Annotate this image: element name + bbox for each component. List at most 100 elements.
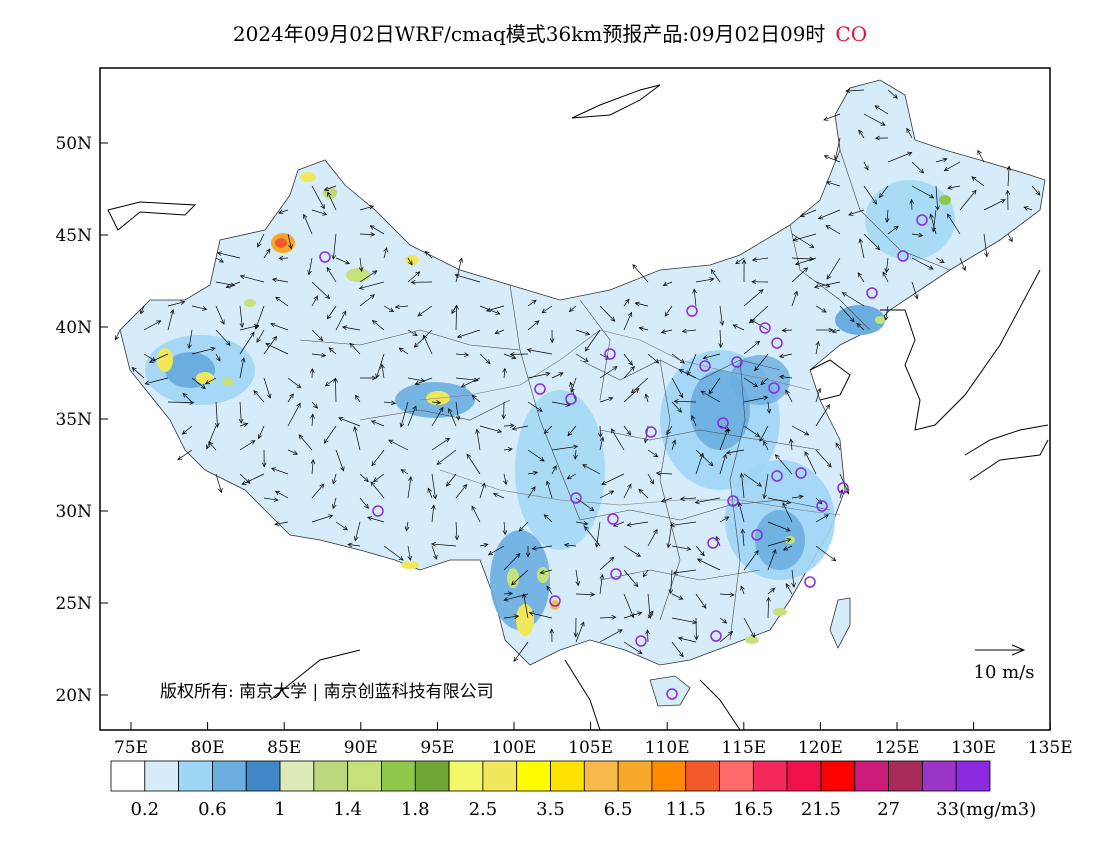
wind-arrow	[114, 329, 121, 340]
wind-arrowhead	[558, 372, 564, 377]
wind-arrow	[342, 326, 361, 331]
wind-arrow	[493, 493, 505, 499]
wind-arrowhead	[906, 127, 911, 133]
wind-arrowhead	[700, 390, 706, 396]
wind-arrowhead	[642, 572, 648, 578]
wind-arrowhead	[390, 400, 396, 406]
wind-arrow	[671, 439, 676, 451]
wind-arrow	[815, 545, 836, 562]
wind-arrowhead	[584, 525, 589, 531]
wind-arrow	[177, 449, 193, 460]
lon-label: 125E	[875, 738, 920, 758]
wind-arrow	[253, 390, 265, 403]
wind-arrowhead	[238, 418, 244, 424]
wind-arrowhead	[253, 390, 259, 396]
wind-arrowhead	[626, 522, 632, 527]
wind-arrow	[779, 353, 793, 358]
wind-arrowhead	[353, 426, 358, 432]
wind-arrow	[671, 401, 682, 413]
wind-arrow	[388, 439, 409, 451]
lat-label: 50N	[55, 134, 92, 154]
wind-arrow	[349, 343, 361, 355]
wind-arrowhead	[794, 261, 801, 266]
colorbar-label: 0.2	[130, 799, 159, 820]
wind-arrow	[287, 403, 301, 427]
colorbar-swatch	[617, 760, 653, 792]
wind-arrowhead	[210, 346, 216, 352]
wind-arrow	[271, 467, 289, 475]
wind-arrow	[503, 368, 506, 379]
wind-arrowhead	[569, 381, 574, 387]
wind-arrow	[671, 593, 683, 600]
wind-arrow	[488, 545, 505, 556]
wind-arrow	[257, 233, 265, 248]
wind-arrow	[544, 425, 553, 434]
wind-arrowhead	[462, 483, 468, 490]
wind-arrow	[527, 372, 550, 379]
wind-arrow	[570, 377, 577, 393]
wind-arrowhead	[929, 193, 935, 199]
wind-arrow	[858, 129, 865, 139]
wind-arrow	[826, 181, 841, 187]
wind-arrowhead	[935, 205, 940, 211]
wind-arrowhead	[398, 555, 404, 561]
colorbar-label: 1.8	[401, 799, 430, 820]
wind-arrow	[815, 281, 830, 288]
wind-arrowhead	[609, 556, 615, 562]
wind-arrowhead	[388, 307, 395, 312]
wind-arrowhead	[725, 450, 732, 455]
wind-arrowhead	[568, 307, 574, 312]
wind-arrowhead	[274, 521, 280, 527]
wind-arrowhead	[735, 259, 741, 265]
wind-arrowhead	[634, 301, 640, 307]
wind-arrowhead	[515, 553, 521, 558]
wind-arrow	[455, 377, 479, 381]
wind-arrow	[311, 515, 333, 523]
wind-arrow	[367, 517, 385, 523]
wind-arrowhead	[630, 388, 636, 394]
wind-arrow	[278, 209, 289, 214]
wind-arrow	[623, 593, 634, 618]
wind-arrowhead	[774, 454, 780, 460]
wind-arrowhead	[202, 306, 208, 311]
wind-arrow	[859, 238, 865, 259]
wind-arrow	[270, 323, 289, 331]
wind-arrow	[298, 434, 313, 451]
wind-arrowhead	[628, 360, 633, 366]
wind-arrowhead	[509, 423, 515, 428]
wind-arrow	[647, 610, 654, 619]
wind-arrowhead	[545, 480, 551, 486]
wind-arrow	[311, 296, 318, 307]
wind-arrow	[551, 445, 578, 451]
wind-arrow	[215, 281, 235, 286]
wind-arrow	[763, 441, 769, 451]
wind-arrow	[523, 593, 529, 619]
wind-arrow	[863, 185, 877, 205]
wind-arrow	[743, 425, 760, 437]
wind-arrowhead	[204, 379, 210, 385]
wind-arrow	[671, 545, 691, 550]
wind-arrow	[887, 89, 898, 99]
wind-arrow	[332, 473, 337, 484]
station-markers	[319, 214, 928, 700]
wind-arrowhead	[218, 258, 224, 263]
wind-arrowhead	[326, 314, 332, 320]
wind-arrowhead	[681, 328, 687, 334]
wind-arrow	[239, 357, 245, 379]
wind-arrowhead	[791, 582, 796, 588]
wind-arrowhead	[1008, 237, 1013, 243]
colorbar-labels: 0.2 0.6 1 1.4 1.8 2.5 3.5 6.5 11.5 16.5 21.5 27 33(m…	[130, 799, 1036, 820]
wind-arrow	[599, 397, 613, 403]
wind-arrow	[767, 597, 769, 619]
wind-arrowhead	[719, 320, 725, 326]
wind-arrow	[599, 616, 616, 619]
wind-arrowhead	[448, 408, 453, 414]
wind-arrow	[599, 629, 623, 643]
lon-label: 110E	[645, 738, 690, 758]
colorbar-label: 27	[877, 799, 900, 820]
wind-arrow	[575, 521, 588, 525]
copyright-text: 版权所有: 南京大学 | 南京创蓝科技有限公司	[160, 682, 494, 702]
wind-arrowhead	[492, 492, 499, 498]
wind-arrow	[527, 449, 545, 462]
wind-arrow	[613, 521, 625, 527]
